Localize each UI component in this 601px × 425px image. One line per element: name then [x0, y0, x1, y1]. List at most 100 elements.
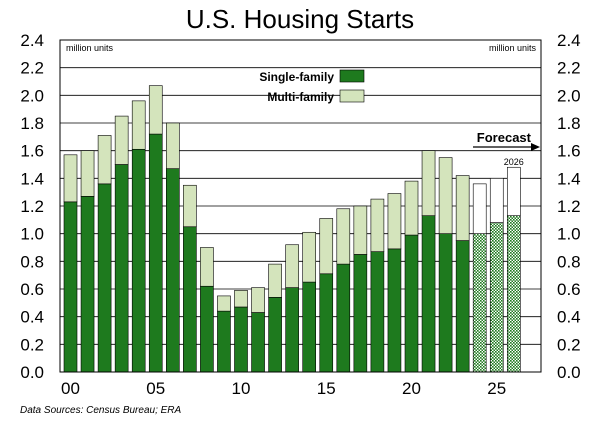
bar-single-family	[387, 248, 402, 373]
bar-single-family	[438, 233, 453, 373]
bar-multi-family	[370, 198, 385, 252]
units-label-right: million units	[489, 43, 537, 53]
y-tick-label-left: 2.0	[20, 86, 44, 105]
y-tick-label-right: 1.0	[557, 225, 581, 244]
bar-single-family	[421, 215, 436, 373]
y-tick-label-left: 2.4	[20, 31, 44, 50]
y-tick-label-left: 1.0	[20, 225, 44, 244]
y-axis-left: 0.0 0.2 0.4 0.6 0.8 1.0 1.2 1.4 1.6 1.8 2.0 2.2 2.4	[20, 31, 44, 382]
bar-single-family	[285, 287, 299, 373]
bar-single-family	[302, 281, 317, 373]
bar-multi-family	[80, 150, 95, 197]
x-tick-label: 10	[232, 379, 251, 398]
bar-multi-family	[319, 218, 334, 275]
legend-label: Multi-family	[267, 90, 334, 104]
y-tick-label-left: 1.4	[20, 169, 44, 188]
bar-multi-family	[114, 115, 129, 165]
bar-multi-family	[217, 295, 231, 312]
y-tick-label-right: 1.4	[557, 169, 581, 188]
bar-multi-family	[455, 175, 470, 241]
bar-multi-family	[285, 244, 299, 288]
bar-single-family	[217, 310, 231, 373]
bar-single-family	[166, 168, 180, 373]
y-tick-label-left: 1.8	[20, 114, 44, 133]
bar-single-family	[370, 251, 385, 373]
bar-multi-family	[404, 180, 419, 236]
bar-multi-family	[268, 263, 282, 298]
y-tick-label-right: 0.8	[557, 252, 581, 271]
y-tick-label-left: 0.8	[20, 252, 44, 271]
x-tick-label: 25	[487, 379, 506, 398]
bar-single-family	[80, 196, 95, 373]
y-tick-label-left: 0.0	[20, 363, 44, 382]
bar-single-family	[114, 164, 129, 373]
legend-swatch	[339, 69, 365, 83]
bar-single-family	[455, 240, 470, 373]
x-tick-label: 20	[402, 379, 421, 398]
source-note: Data Sources: Census Bureau; ERA	[20, 405, 182, 416]
x-tick-label: 15	[317, 379, 336, 398]
legend-label: Single-family	[259, 70, 334, 84]
bar-single-family	[353, 254, 368, 373]
legend: Single-family Multi-family	[259, 69, 365, 104]
bar-single-family	[506, 215, 521, 373]
bar-multi-family	[387, 193, 402, 250]
bar-multi-family	[251, 287, 265, 313]
x-tick-label: 05	[146, 379, 165, 398]
bar-multi-family	[472, 183, 487, 234]
y-tick-label-left: 1.2	[20, 197, 44, 216]
bar-single-family	[404, 234, 419, 373]
bar-multi-family	[166, 122, 180, 169]
bar-multi-family	[336, 208, 351, 265]
y-tick-label-right: 0.4	[557, 308, 581, 327]
y-tick-label-right: 2.0	[557, 86, 581, 105]
bar-multi-family	[234, 290, 248, 308]
bar-single-family	[319, 273, 334, 373]
y-tick-label-right: 0.0	[557, 363, 581, 382]
units-label-left: million units	[66, 43, 114, 53]
forecast-annotation: Forecast 2026	[473, 130, 540, 167]
bar-multi-family	[97, 135, 112, 185]
bar-multi-family	[183, 184, 197, 228]
legend-swatch	[339, 89, 365, 103]
bar-single-family	[472, 233, 487, 373]
bar-single-family	[63, 201, 78, 373]
forecast-year-label: 2026	[504, 157, 524, 167]
chart-title: U.S. Housing Starts	[186, 4, 414, 34]
bar-single-family	[234, 306, 248, 373]
bar-single-family	[148, 133, 163, 373]
bar-single-family	[268, 296, 282, 373]
y-tick-label-right: 2.4	[557, 31, 581, 50]
bar-multi-family	[200, 247, 214, 287]
y-tick-label-right: 0.2	[557, 335, 581, 354]
bar-multi-family	[506, 166, 521, 216]
bar-multi-family	[438, 157, 453, 234]
x-axis: 00 05 10 15 20 25	[61, 379, 506, 398]
y-tick-label-right: 1.6	[557, 142, 581, 161]
bar-single-family	[131, 148, 146, 373]
y-axis-right: 0.0 0.2 0.4 0.6 0.8 1.0 1.2 1.4 1.6 1.8 2.0 2.2 2.4	[557, 31, 581, 382]
y-tick-label-left: 0.4	[20, 308, 44, 327]
bar-single-family	[336, 263, 351, 373]
bar-single-family	[251, 312, 265, 373]
plot-frame	[59, 39, 542, 373]
y-tick-label-right: 1.2	[557, 197, 581, 216]
bar-multi-family	[131, 100, 146, 150]
bar-single-family	[489, 222, 504, 373]
forecast-label: Forecast	[477, 130, 532, 145]
bar-multi-family	[489, 178, 504, 223]
y-tick-label-right: 1.8	[557, 114, 581, 133]
forecast-arrow-head	[531, 143, 540, 151]
y-tick-label-right: 0.6	[557, 280, 581, 299]
bar-single-family	[183, 226, 197, 373]
bars	[63, 85, 521, 373]
bar-multi-family	[148, 85, 163, 135]
y-tick-label-right: 2.2	[557, 59, 581, 78]
bar-multi-family	[353, 205, 368, 255]
bar-multi-family	[421, 150, 436, 216]
y-tick-label-left: 0.2	[20, 335, 44, 354]
bar-multi-family	[63, 154, 78, 203]
x-tick-label: 00	[61, 379, 80, 398]
bar-single-family	[200, 285, 214, 373]
